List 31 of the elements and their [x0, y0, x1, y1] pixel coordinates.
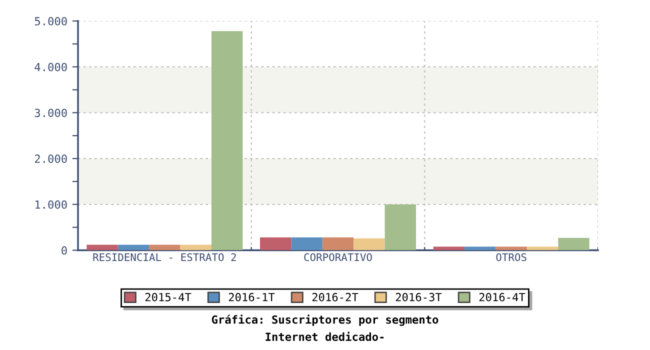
legend-label: 2015-4T: [145, 292, 192, 302]
bar: [86, 244, 118, 250]
legend-label: 2016-3T: [396, 292, 442, 302]
bar: [558, 238, 590, 250]
legend-label: 2016-4T: [479, 292, 526, 302]
x-tick-label: RESIDENCIAL - ESTRATO 2: [93, 253, 236, 262]
y-tick-label: 3.000: [34, 108, 67, 118]
y-tick-label: 0: [62, 246, 67, 255]
bar: [354, 238, 385, 250]
y-tick-label: 2.000: [34, 154, 67, 163]
bar: [526, 246, 558, 250]
text: Gráfica: Suscriptores por segmento: [212, 314, 438, 326]
text: Internet dedicado-: [266, 332, 384, 341]
bar: [384, 204, 416, 250]
bar: [322, 237, 354, 250]
x-tick-label: CORPORATIVO: [304, 253, 372, 262]
bar: [291, 237, 322, 250]
bar: [211, 31, 243, 250]
bar: [496, 246, 527, 250]
bar: [464, 246, 496, 250]
bar: [180, 244, 212, 250]
bar: [260, 237, 292, 250]
bar: [433, 246, 465, 250]
legend-label: 2016-1T: [228, 292, 275, 302]
legend-label: 2016-2T: [312, 292, 358, 302]
bar: [149, 244, 180, 250]
bar: [118, 244, 150, 250]
y-tick-label: 1.000: [35, 200, 67, 209]
y-tick-label: 5.000: [34, 17, 67, 26]
x-tick-label: OTROS: [496, 253, 526, 262]
y-tick-label: 4.000: [34, 62, 67, 72]
